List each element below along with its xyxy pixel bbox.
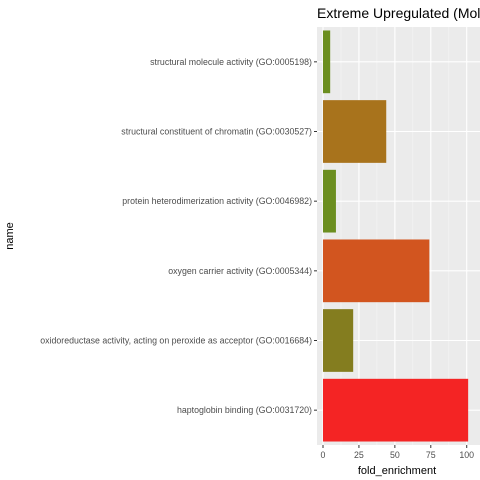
category-label: protein heterodimerization activity (GO:… bbox=[122, 196, 312, 206]
category-label: haptoglobin binding (GO:0031720) bbox=[177, 405, 312, 415]
x-tick-label: 100 bbox=[459, 450, 474, 460]
x-tick-labels: 0 25 50 75 100 bbox=[321, 445, 474, 460]
plot-panel bbox=[317, 27, 480, 445]
bar bbox=[323, 378, 469, 442]
category-label: structural molecule activity (GO:0005198… bbox=[150, 57, 312, 67]
bar bbox=[323, 169, 336, 233]
x-tick-label: 25 bbox=[354, 450, 364, 460]
y-axis-label: name bbox=[4, 222, 16, 250]
grid-lines bbox=[317, 27, 480, 445]
category-label: oxidoreductase activity, acting on perox… bbox=[40, 336, 312, 346]
category-labels: structural molecule activity (GO:0005198… bbox=[40, 57, 317, 415]
x-axis-label: fold_enrichment bbox=[358, 465, 436, 477]
bar bbox=[323, 30, 331, 94]
category-label: oxygen carrier activity (GO:0005344) bbox=[168, 266, 312, 276]
category-label: structural constituent of chromatin (GO:… bbox=[121, 127, 312, 137]
x-tick-label: 75 bbox=[426, 450, 436, 460]
bar bbox=[323, 309, 354, 372]
x-tick-label: 0 bbox=[321, 450, 326, 460]
chart-title: Extreme Upregulated (Molec bbox=[317, 5, 480, 21]
x-tick-label: 50 bbox=[390, 450, 400, 460]
bar bbox=[323, 239, 430, 303]
bar bbox=[323, 100, 387, 163]
bars-group bbox=[323, 30, 469, 442]
